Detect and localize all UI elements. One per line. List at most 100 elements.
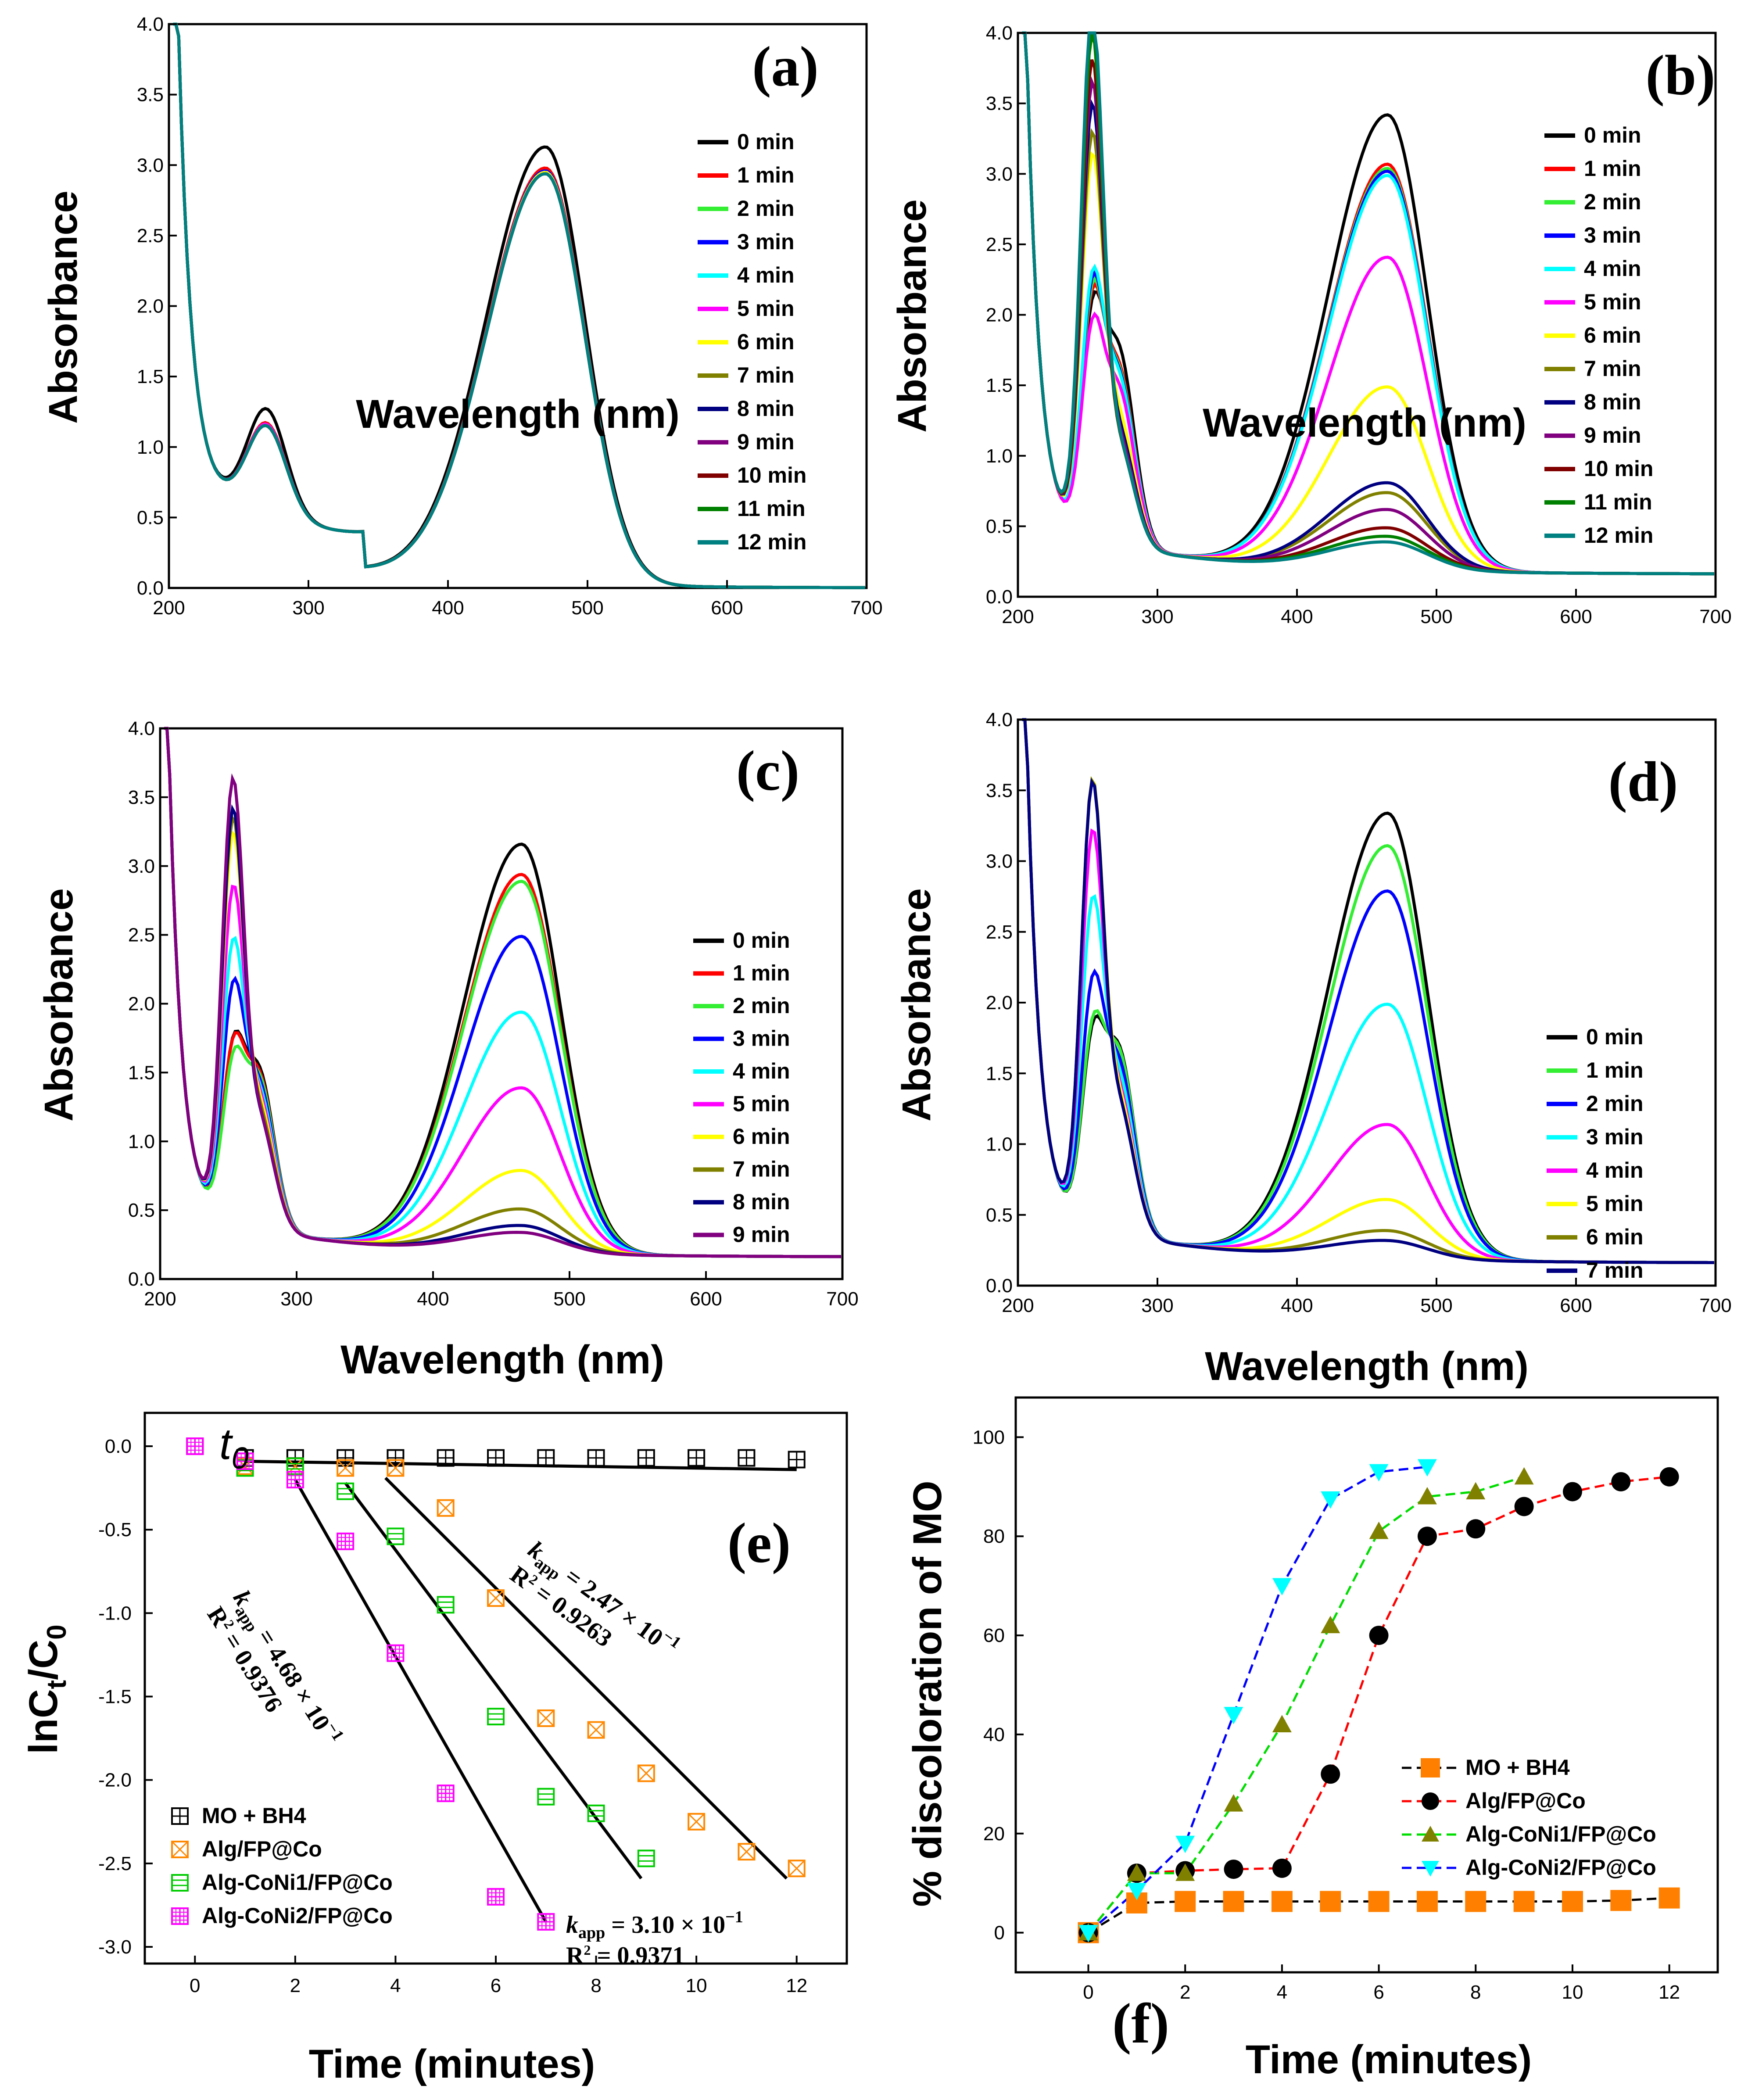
legend: 0 min 1 min 2 min 3 min 4 min 5 min 6 min 7 min… — [693, 928, 790, 1247]
data-point — [1514, 1467, 1534, 1485]
data-point — [738, 1843, 756, 1861]
marker-triangle-down — [1175, 1835, 1195, 1853]
y-axis-label: lnCt/C0 — [21, 1624, 72, 1754]
x-tick-label: 6 — [1373, 1982, 1384, 2003]
x-tick-label: 8 — [1470, 1982, 1481, 2003]
r2-label: R2 = 0.9371 — [566, 1942, 684, 1969]
y-tick-label: 4.0 — [986, 22, 1013, 44]
panel-f: 0 2 4 6 8 10 12 0 20 40 60 80 100 (f) Time (minutes)… — [905, 1396, 1719, 2082]
marker-circle — [1417, 1527, 1437, 1546]
y-tick-label: -1.5 — [98, 1686, 132, 1708]
panel-label: (f) — [1112, 1992, 1169, 2055]
legend-label: 9 min — [1584, 423, 1641, 448]
data-point — [1224, 1860, 1243, 1879]
legend-label: 1 min — [737, 163, 795, 187]
tick-labels: 200 300 400 500 600 700 0.0 0.5 1.0 1.5 2.0 2.5 3.0 3… — [986, 709, 1732, 1316]
marker-box — [788, 1860, 806, 1878]
x-tick-label: 600 — [711, 597, 743, 619]
data-point — [437, 1596, 455, 1614]
y-tick-label: 0.0 — [986, 586, 1013, 608]
marker-box — [337, 1459, 355, 1477]
y-tick-label: 2.0 — [128, 993, 155, 1015]
data-point — [688, 1813, 706, 1831]
y-tick-label: -3.0 — [98, 1936, 132, 1958]
legend-label: 2 min — [1586, 1091, 1644, 1116]
marker-circle — [1562, 1482, 1582, 1502]
panel-label: (b) — [1646, 44, 1716, 107]
x-tick-label: 600 — [1560, 606, 1592, 627]
marker-box — [1368, 1891, 1390, 1912]
marker-box — [688, 1813, 706, 1831]
marker-triangle — [1514, 1467, 1534, 1485]
y-tick-label: 2.0 — [137, 296, 164, 317]
marker-triangle — [1224, 1794, 1243, 1812]
y-axis-label: Absorbance — [890, 199, 935, 433]
data-point — [1658, 1887, 1680, 1909]
legend-label: Alg-CoNi2/FP@Co — [1465, 1855, 1656, 1880]
marker-box — [171, 1874, 189, 1892]
data-point — [337, 1532, 355, 1550]
panel-a: 200 300 400 500 600 700 0.0 0.5 1.0 1.5 2.0 2.5 3.0 3… — [41, 14, 883, 619]
marker-circle — [1514, 1497, 1534, 1516]
marker-box — [1658, 1887, 1680, 1909]
legend-label: Alg/FP@Co — [202, 1837, 322, 1861]
data-point — [1223, 1891, 1244, 1912]
data-points — [1078, 1459, 1680, 1943]
marker-circle — [1321, 1764, 1340, 1784]
y-tick-label: 80 — [983, 1526, 1005, 1547]
r2-value: = 0.9371 — [591, 1942, 684, 1969]
y-tick-label: 3.5 — [137, 84, 164, 106]
data-point — [1369, 1521, 1389, 1539]
x-tick-label: 500 — [571, 597, 603, 619]
fit-line — [344, 1482, 643, 1880]
data-point — [186, 1437, 204, 1455]
y-tick-label: 0.5 — [137, 507, 164, 528]
marker-stroke — [738, 1843, 755, 1860]
k-equation: = 3.10 × 10 — [605, 1911, 725, 1939]
data-point — [688, 1449, 706, 1467]
data-point — [337, 1459, 355, 1477]
y-tick-label: 3.0 — [986, 163, 1013, 185]
marker-stroke — [337, 1459, 354, 1476]
marker-box — [537, 1788, 555, 1806]
marker-box — [637, 1849, 655, 1867]
x-tick-label: 500 — [1420, 1295, 1452, 1316]
panel-d: 200 300 400 500 600 700 0.0 0.5 1.0 1.5 2.0 2.5 3.0 3… — [894, 709, 1732, 1389]
marker-box — [1513, 1891, 1535, 1912]
legend-label: 7 min — [737, 363, 795, 387]
data-point — [1369, 1464, 1389, 1482]
marker-stroke — [788, 1860, 805, 1877]
marker-triangle — [1272, 1715, 1292, 1732]
data-point — [1422, 1861, 1439, 1877]
y-tick-label: 0.5 — [986, 516, 1013, 537]
legend-label: 2 min — [1584, 190, 1641, 214]
legend-label: 5 min — [1586, 1191, 1644, 1216]
data-point — [1417, 1459, 1437, 1477]
data-point — [1466, 1482, 1486, 1500]
x-tick-label: 300 — [292, 597, 324, 619]
marker-triangle-down — [1272, 1578, 1292, 1596]
marker-stroke — [587, 1721, 605, 1738]
data-point — [788, 1860, 806, 1878]
y-tick-label: 4.0 — [128, 718, 155, 739]
x-tick-label: 10 — [686, 1975, 707, 1996]
legend-label: 4 min — [733, 1059, 790, 1083]
data-point — [286, 1471, 304, 1489]
marker-box — [1416, 1891, 1438, 1912]
curves — [1022, 31, 1714, 576]
y-tick-label: -2.0 — [98, 1770, 132, 1791]
plot-frame — [1014, 1396, 1719, 1974]
data-point — [1271, 1891, 1293, 1912]
curves — [173, 22, 865, 589]
x-tick-label: 300 — [280, 1288, 312, 1310]
x-tick-label: 700 — [826, 1288, 858, 1310]
marker-triangle-down — [1422, 1861, 1439, 1877]
legend: MO + BH4 Alg/FP@Co Alg-CoNi1/FP@Co Alg-CoNi… — [171, 1803, 393, 1928]
x-tick-label: 400 — [1281, 606, 1313, 627]
y-tick-label: 1.0 — [128, 1131, 155, 1152]
y-tick-label: 4.0 — [137, 14, 164, 35]
x-tick-label: 400 — [432, 597, 464, 619]
curves — [164, 727, 841, 1258]
x-tick-label: 700 — [850, 597, 882, 619]
data-point — [1610, 1890, 1632, 1911]
